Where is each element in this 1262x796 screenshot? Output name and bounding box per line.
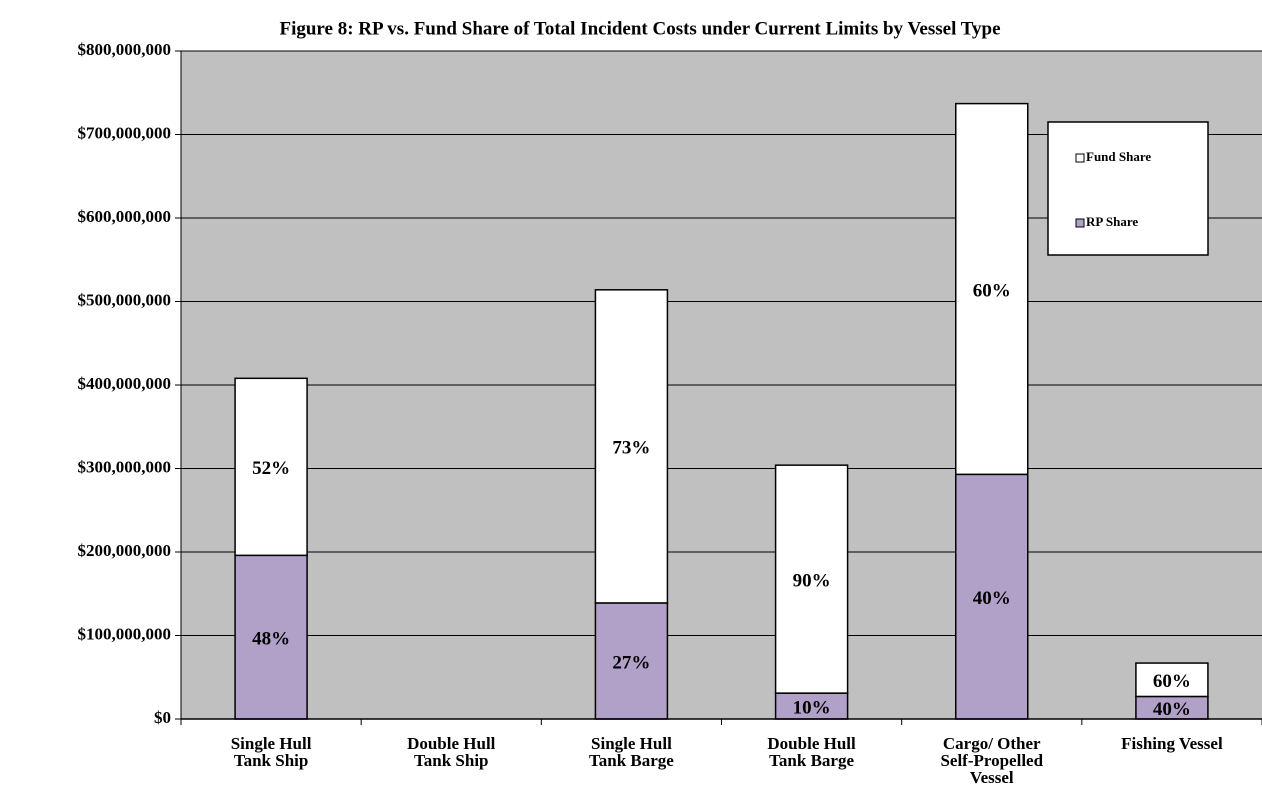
bar-segment [774, 692, 849, 720]
share-label: 27% [612, 652, 650, 673]
x-tick-label-line: Vessel [970, 768, 1014, 787]
x-tick-label-line: Double Hull [407, 734, 496, 753]
y-tick-label: $400,000,000 [78, 374, 172, 393]
bar-segment [234, 554, 308, 720]
x-tick-label: Double Hull Tank Barge [767, 734, 856, 770]
y-tick-label: $0 [154, 708, 171, 727]
y-tick-label: $800,000,000 [78, 40, 172, 59]
x-tick-label: Cargo/ Other Self-Propelled Vessel [940, 734, 1043, 787]
share-label: 52% [252, 458, 290, 479]
share-label: 60% [973, 280, 1011, 301]
y-tick-label: $100,000,000 [78, 624, 172, 643]
share-label: 90% [793, 570, 831, 591]
y-tick-label: $700,000,000 [78, 123, 172, 142]
bar-segment [955, 102, 1029, 476]
x-tick-label: Double Hull Tank Ship [407, 734, 496, 770]
x-tick-label: Fishing Vessel [1121, 734, 1223, 753]
share-label: 40% [973, 588, 1011, 609]
x-tick-label-line: Double Hull [767, 734, 856, 753]
y-tick-label: $200,000,000 [78, 541, 172, 560]
y-tick-label: $600,000,000 [78, 207, 172, 226]
y-tick-label: $500,000,000 [78, 290, 172, 309]
x-tick-label: Single Hull Tank Barge [589, 734, 674, 770]
share-label: 40% [1153, 699, 1191, 720]
legend-swatch [1075, 153, 1085, 163]
x-tick-label-line: Tank Ship [414, 751, 489, 770]
x-tick-label-line: Tank Barge [589, 751, 674, 770]
x-tick-label-line: Tank Barge [769, 751, 854, 770]
share-label: 73% [612, 438, 650, 459]
y-tick-label: $300,000,000 [78, 457, 172, 476]
bar-segment [955, 473, 1029, 720]
x-tick-label-line: Single Hull [231, 734, 312, 753]
legend-swatch [1075, 218, 1085, 228]
legend-box [1047, 121, 1209, 256]
bar-segment [234, 377, 308, 557]
x-tick-label-line: Fishing Vessel [1121, 734, 1223, 753]
x-tick-label: Single Hull Tank Ship [231, 734, 312, 770]
x-tick-label-line: Self-Propelled [940, 751, 1043, 770]
x-tick-label-line: Single Hull [591, 734, 672, 753]
bar-segment [594, 289, 669, 604]
chart-title: Figure 8: RP vs. Fund Share of Total Inc… [279, 18, 1000, 39]
bar-segment [594, 602, 669, 720]
legend-label: Fund Share [1086, 149, 1151, 164]
x-tick-label-line: Tank Ship [234, 751, 309, 770]
share-label: 10% [793, 697, 831, 718]
bar-segment [774, 464, 849, 694]
bar-segment [1135, 662, 1209, 698]
share-label: 48% [252, 629, 290, 650]
legend-label: RP Share [1086, 214, 1138, 229]
share-label: 60% [1153, 671, 1191, 692]
x-tick-label-line: Cargo/ Other [943, 734, 1041, 753]
